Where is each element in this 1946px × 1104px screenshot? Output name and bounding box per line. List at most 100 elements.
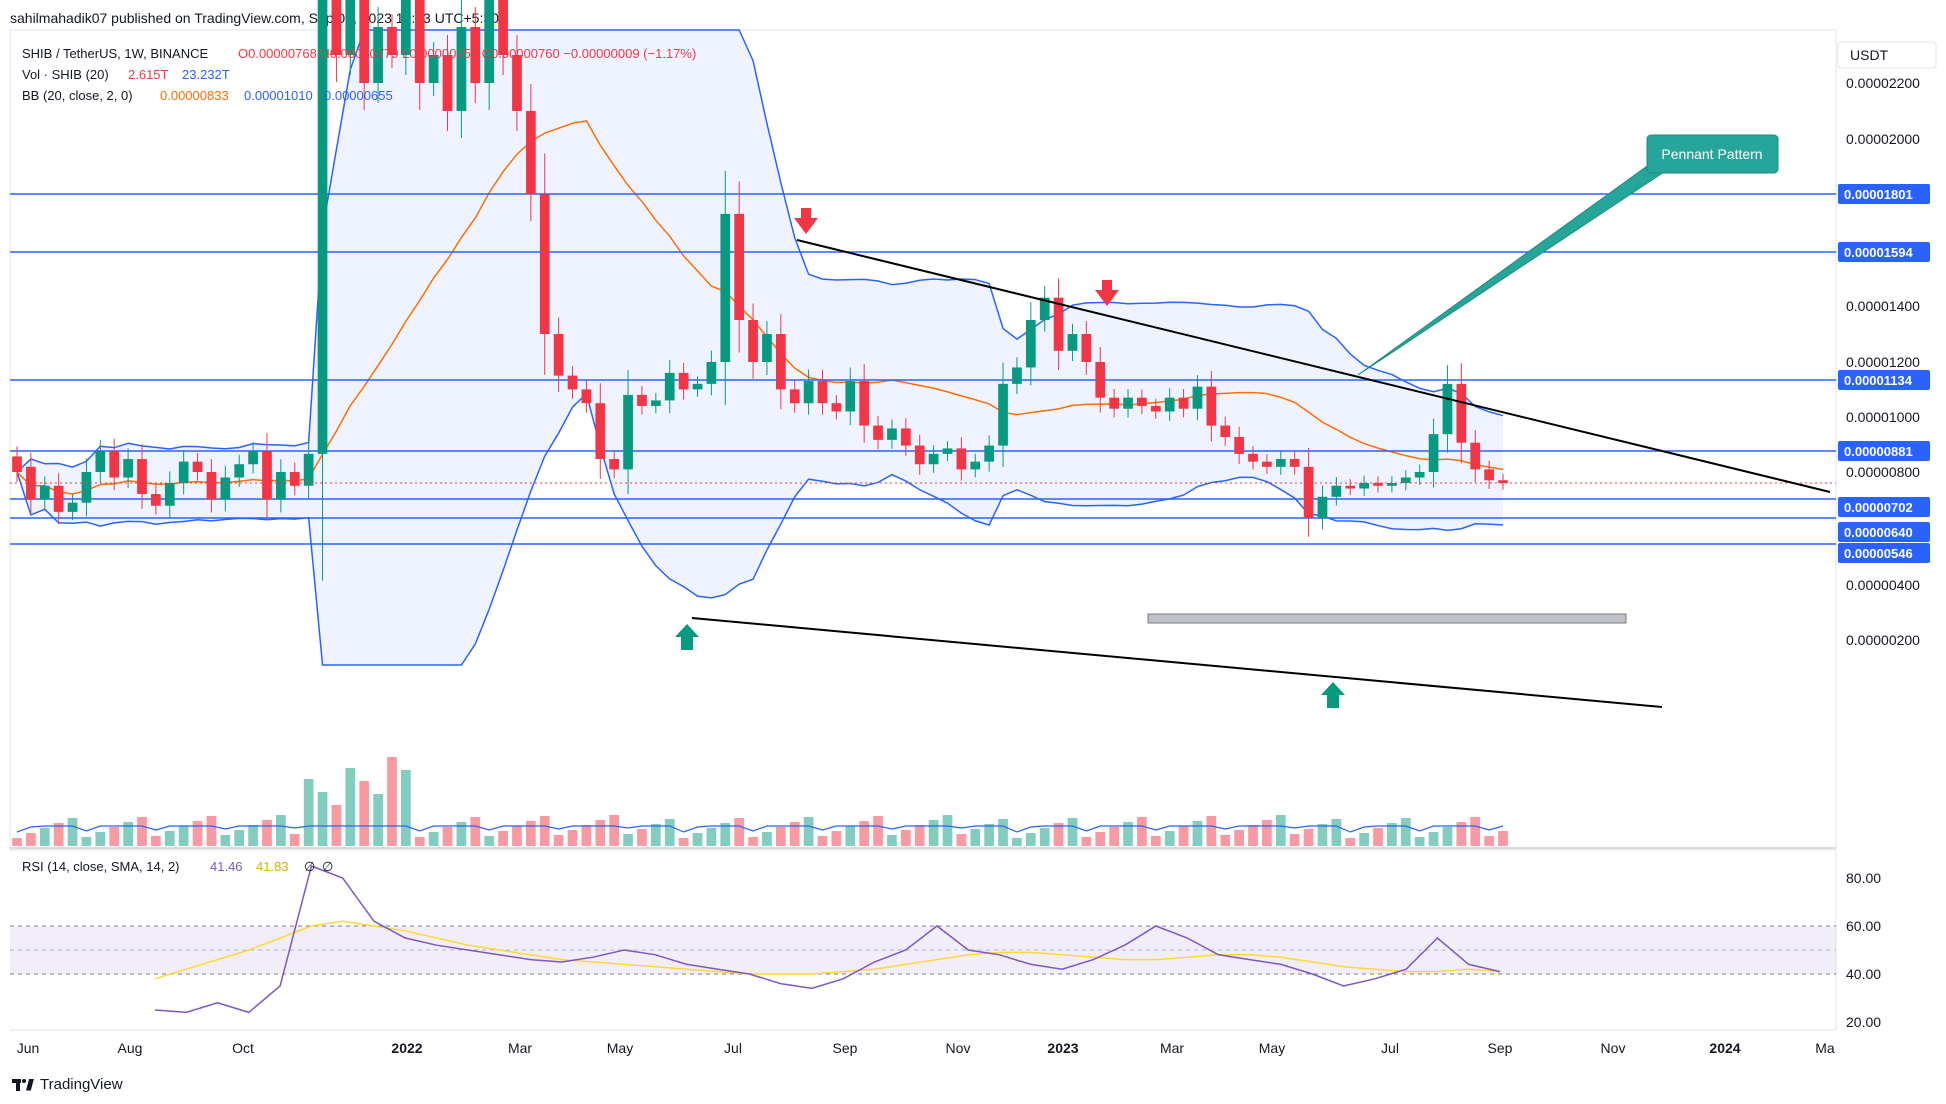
candle-body xyxy=(525,111,536,195)
volume-bar xyxy=(1206,816,1217,846)
candle-body xyxy=(1053,297,1064,351)
candle-body xyxy=(734,213,745,320)
candle-body xyxy=(192,461,203,472)
level-price-tag xyxy=(1838,184,1930,204)
volume-bar xyxy=(1178,826,1189,846)
tradingview-brand[interactable]: TradingView xyxy=(12,1076,123,1093)
currency-selector[interactable] xyxy=(1837,41,1937,69)
pennant-annotation-label: Pennant Pattern xyxy=(1661,146,1762,162)
candle-body xyxy=(1248,453,1258,462)
pennant-annotation-box[interactable] xyxy=(1646,134,1779,174)
level-price-tag-label: 0.00001594 xyxy=(1844,245,1913,260)
bb-upper-value: 0.00001010 xyxy=(244,88,313,103)
candle-body xyxy=(1400,477,1411,484)
candle-body xyxy=(39,485,50,500)
time-tick-label: Jul xyxy=(724,1040,742,1056)
symbol-label: SHIB / TetherUS, 1W, BINANCE xyxy=(22,46,208,61)
volume-bar xyxy=(956,834,967,846)
candle-body xyxy=(414,0,425,83)
volume-bar xyxy=(720,823,731,846)
candle-body xyxy=(706,362,717,384)
candle-body xyxy=(873,425,883,440)
time-tick-label: Jun xyxy=(17,1040,40,1056)
volume-bar xyxy=(498,831,508,846)
time-tick-label: Jul xyxy=(1381,1040,1399,1056)
candle-body xyxy=(234,464,245,478)
price-tick-label: 0.00000800 xyxy=(1846,464,1920,480)
candle-body xyxy=(1234,437,1244,454)
price-tick-label: 0.00000400 xyxy=(1846,577,1920,593)
bollinger-lower-band xyxy=(16,392,1504,666)
volume-ma xyxy=(16,825,1504,833)
tradingview-logo-icon xyxy=(12,1078,34,1091)
candle-body xyxy=(123,459,133,478)
level-price-tag-label: 0.00001134 xyxy=(1844,373,1913,388)
volume-bar xyxy=(1331,819,1342,846)
candle-body xyxy=(1012,367,1022,384)
volume-bar xyxy=(1414,837,1425,846)
ohlc-values: O0.00000768 H0.00000779 L0.00000759 C0.0… xyxy=(238,46,696,61)
volume-bar xyxy=(609,815,620,846)
support-zone xyxy=(1147,613,1627,624)
volume-bar xyxy=(1317,824,1328,846)
up-arrow-icon xyxy=(675,624,699,650)
volume-bar xyxy=(567,830,578,846)
price-tick-label: 0.00000200 xyxy=(1846,632,1920,648)
candle-body xyxy=(581,389,592,404)
volume-bar xyxy=(650,824,661,846)
candle-body xyxy=(1373,483,1383,486)
candle-body xyxy=(331,0,342,55)
volume-bar xyxy=(39,828,50,846)
candle-body xyxy=(137,459,147,495)
volume-bar xyxy=(1400,818,1411,846)
volume-bar xyxy=(845,826,856,846)
candle-body xyxy=(1025,320,1036,368)
volume-bar xyxy=(1192,821,1203,846)
rsi-label: RSI (14, close, SMA, 14, 2) xyxy=(22,859,180,874)
candle-body xyxy=(637,394,647,406)
volume-bar xyxy=(664,819,675,846)
rsi-legend: RSI (14, close, SMA, 14, 2) 41.46 41.83 … xyxy=(22,859,333,874)
volume-bar xyxy=(192,821,203,846)
volume-bar xyxy=(706,828,717,846)
rsi-sma-line xyxy=(154,920,1501,980)
candle-body xyxy=(67,502,78,512)
candle-body xyxy=(1428,434,1439,472)
candle-body xyxy=(887,428,897,440)
time-tick-label: Oct xyxy=(232,1040,254,1056)
pennant-lower-trendline[interactable] xyxy=(691,617,1663,708)
candle-body xyxy=(1414,472,1425,478)
level-price-tag-label: 0.00001801 xyxy=(1844,187,1913,202)
pennant-upper-trendline[interactable] xyxy=(796,239,1831,493)
volume-bar xyxy=(623,834,633,846)
volume-bar xyxy=(470,817,481,846)
volume-bar xyxy=(900,830,911,846)
volume-bar xyxy=(1345,838,1356,846)
candle-body xyxy=(859,381,870,426)
volume-bar xyxy=(248,825,258,846)
volume-bar xyxy=(831,831,842,846)
volume-bar xyxy=(887,835,897,846)
volume-bar xyxy=(67,818,78,846)
volume-bar xyxy=(1456,822,1467,846)
candle-body xyxy=(442,55,453,111)
candle-body xyxy=(1498,480,1508,484)
candle-body xyxy=(928,453,939,465)
volume-bar xyxy=(1039,828,1050,846)
candle-body xyxy=(831,403,842,412)
volume-bar xyxy=(151,836,161,846)
candle-body xyxy=(984,445,995,462)
volume-bar xyxy=(734,818,745,846)
volume-bar xyxy=(1484,836,1494,846)
time-tick-label: Aug xyxy=(118,1040,143,1056)
candle-body xyxy=(567,375,578,390)
candle-body xyxy=(650,400,661,406)
volume-bar xyxy=(1262,820,1272,846)
price-tick-label: 0.00002200 xyxy=(1846,75,1920,91)
volume-bar xyxy=(984,824,995,846)
volume-bar xyxy=(539,816,550,846)
candle-body xyxy=(1067,334,1078,351)
time-tick-label: Nov xyxy=(946,1040,971,1056)
time-tick-label: May xyxy=(607,1040,633,1056)
